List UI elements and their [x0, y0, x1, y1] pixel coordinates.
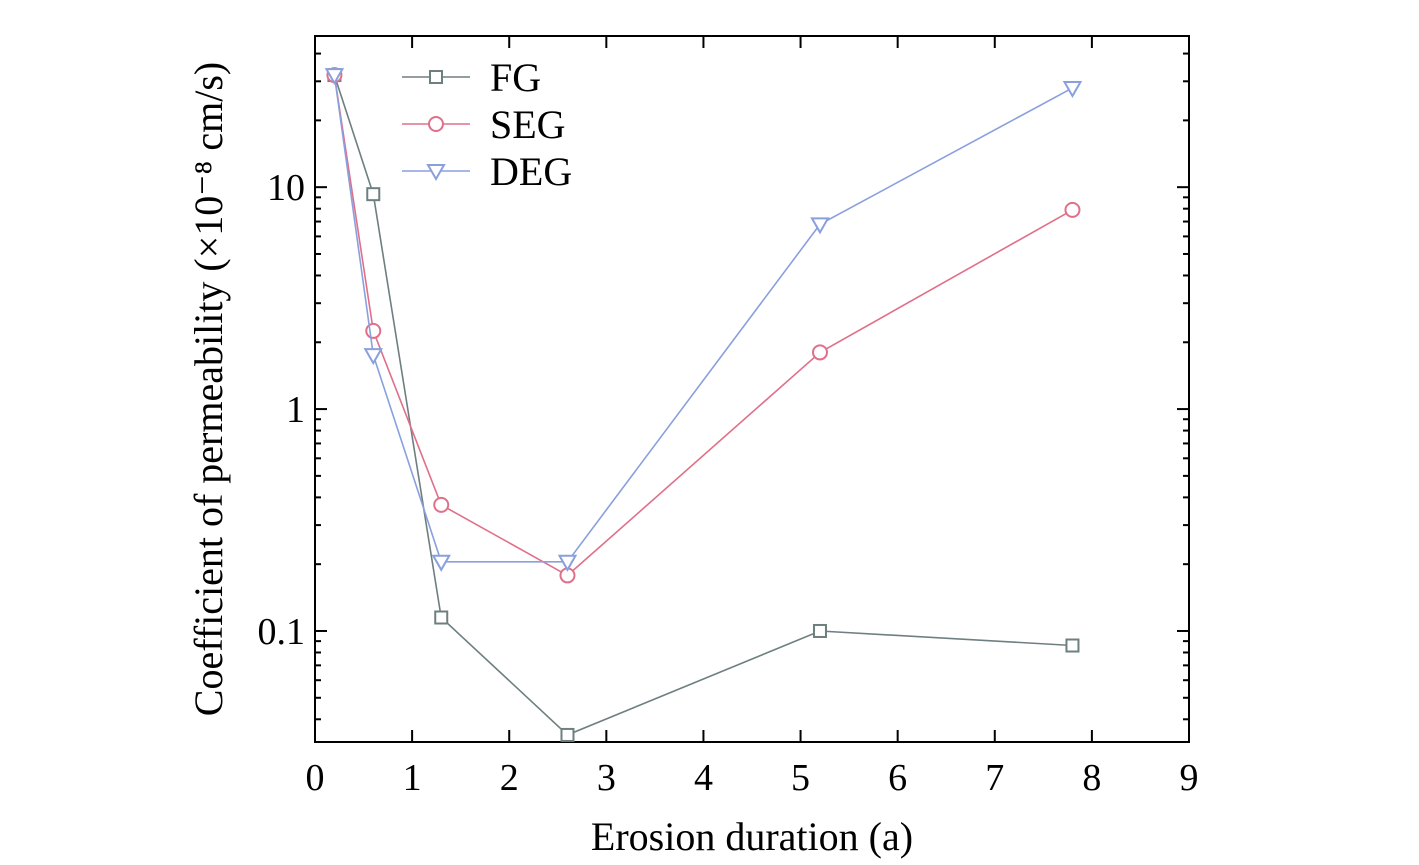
- x-tick-label: 8: [1082, 757, 1101, 799]
- series-line-deg: [333, 74, 1073, 563]
- data-point-seg: [811, 344, 828, 361]
- legend-label-fg: FG: [490, 55, 541, 100]
- y-axis-ticks: 0.1 1 10: [258, 52, 1189, 721]
- data-point-fg: [812, 623, 827, 638]
- x-axis-ticks: 0 1 2 3 4 5 6 7 8 9: [306, 36, 1199, 799]
- data-point-deg: [810, 217, 830, 235]
- legend-marker-fg: [429, 70, 443, 84]
- x-tick-label: 1: [403, 757, 422, 799]
- legend-marker-deg: [426, 164, 446, 182]
- x-tick-label: 0: [306, 757, 325, 799]
- legend-label-deg: DEG: [490, 149, 572, 194]
- data-point-deg: [324, 68, 345, 86]
- series-fg: [327, 68, 1080, 742]
- y-tick-label: 1: [286, 389, 305, 431]
- legend-label-seg: SEG: [490, 102, 566, 147]
- data-point-seg: [365, 322, 382, 339]
- data-point-fg: [1065, 638, 1080, 653]
- data-point-deg: [1062, 80, 1083, 98]
- series-line-fg: [333, 74, 1073, 736]
- legend-item-seg: SEG: [402, 102, 566, 147]
- data-point-seg: [433, 496, 450, 513]
- x-tick-label: 3: [597, 757, 616, 799]
- series-line-seg: [333, 74, 1073, 577]
- data-point-fg: [434, 610, 449, 625]
- x-tick-label: 7: [985, 757, 1004, 799]
- legend-marker-seg: [428, 116, 444, 132]
- x-axis-title: Erosion duration (a): [591, 814, 913, 859]
- x-tick-label: 4: [694, 757, 713, 799]
- series-layer: [324, 67, 1083, 742]
- x-tick-label: 5: [791, 757, 810, 799]
- x-tick-label: 6: [888, 757, 907, 799]
- data-point-deg: [557, 554, 578, 572]
- y-tick-label: 0.1: [258, 611, 306, 653]
- y-axis-title: Coefficient of permeability (×10⁻⁸ cm/s): [186, 62, 231, 716]
- data-point-fg: [560, 727, 575, 742]
- series-deg: [324, 68, 1083, 572]
- y-tick-label: 10: [267, 167, 305, 209]
- x-tick-label: 9: [1180, 757, 1199, 799]
- data-point-deg: [431, 554, 451, 572]
- data-point-seg: [1064, 201, 1081, 218]
- legend-item-fg: FG: [402, 55, 541, 100]
- data-point-fg: [366, 187, 381, 202]
- plot-frame: [314, 35, 1190, 743]
- x-tick-label: 2: [500, 757, 519, 799]
- series-seg: [326, 67, 1081, 584]
- legend-item-deg: DEG: [402, 149, 572, 194]
- data-point-deg: [363, 348, 383, 366]
